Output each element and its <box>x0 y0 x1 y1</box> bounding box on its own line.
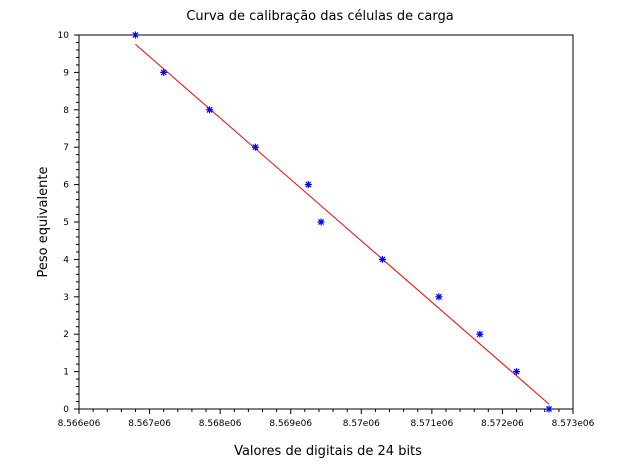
y-tick-label: 1 <box>63 368 69 378</box>
x-tick-label: 8.569e06 <box>269 419 312 429</box>
fit-line-series <box>135 43 550 405</box>
y-tick-label: 10 <box>58 31 70 41</box>
x-tick-label: 8.567e06 <box>128 419 171 429</box>
y-tick-label: 5 <box>63 218 69 228</box>
y-tick-label: 6 <box>63 181 69 191</box>
chart-title: Curva de calibração das células de carga <box>186 9 453 24</box>
axis-ticks: 8.566e06 8.567e06 8.568e06 8.569e06 8.57e06 8… <box>58 31 595 429</box>
data-point <box>251 143 259 151</box>
x-tick-label: 8.57e06 <box>343 419 380 429</box>
plot-area <box>78 34 574 410</box>
data-points-series <box>131 31 553 413</box>
data-point <box>206 106 214 114</box>
y-tick-label: 4 <box>63 255 69 265</box>
x-tick-label: 8.568e06 <box>199 419 242 429</box>
y-tick-label: 2 <box>63 330 69 340</box>
x-axis-label: Valores de digitais de 24 bits <box>234 444 422 459</box>
y-tick-label: 0 <box>63 405 69 415</box>
y-axis-label: Peso equivalente <box>36 167 51 278</box>
data-point <box>545 405 553 413</box>
data-point <box>513 368 521 376</box>
y-tick-label: 8 <box>63 106 69 116</box>
x-tick-label: 8.573e06 <box>552 419 595 429</box>
x-tick-label: 8.572e06 <box>481 419 524 429</box>
data-point <box>304 181 312 189</box>
data-point <box>131 31 139 39</box>
y-tick-label: 7 <box>63 143 69 153</box>
fit-line <box>135 43 550 405</box>
x-tick-label: 8.571e06 <box>410 419 453 429</box>
data-point <box>317 218 325 226</box>
data-point <box>476 330 484 338</box>
y-tick-label: 9 <box>63 68 69 78</box>
x-tick-label: 8.566e06 <box>58 419 101 429</box>
y-tick-label: 3 <box>63 293 69 303</box>
data-point <box>435 293 443 301</box>
data-point <box>378 255 386 263</box>
data-point <box>160 68 168 76</box>
